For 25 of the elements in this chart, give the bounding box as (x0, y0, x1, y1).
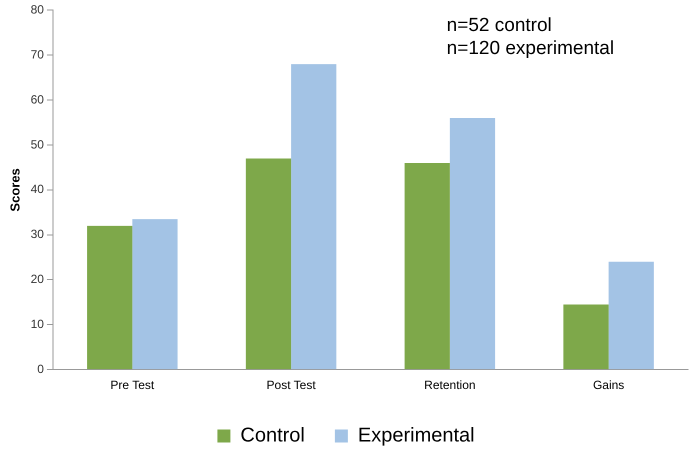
bar (246, 158, 292, 370)
y-tick-label: 70 (30, 47, 44, 62)
bar (87, 226, 132, 370)
y-tick-label: 10 (30, 316, 44, 331)
annotation: n=52 control n=120 experimental (446, 14, 614, 59)
x-tick-label: Pre Test (110, 378, 155, 392)
x-tick-label: Post Test (266, 378, 316, 392)
bar (291, 64, 336, 370)
y-tick-label: 60 (30, 92, 44, 106)
bar (132, 219, 178, 370)
legend-label: Experimental (358, 424, 475, 447)
y-tick-label: 40 (30, 182, 44, 196)
bar (404, 162, 450, 370)
y-tick-label: 30 (30, 227, 44, 242)
x-tick-label: Gains (592, 378, 624, 392)
y-tick-label: 20 (30, 272, 44, 286)
bar (563, 304, 609, 370)
y-tick-label: 0 (37, 362, 44, 376)
legend-label: Control (240, 424, 305, 447)
x-tick-label: Retention (424, 378, 476, 392)
y-axis-title: Scores (7, 168, 22, 212)
bar (608, 262, 654, 370)
y-tick-label: 50 (30, 137, 44, 152)
bar (450, 118, 496, 370)
y-tick-label: 80 (30, 2, 44, 17)
